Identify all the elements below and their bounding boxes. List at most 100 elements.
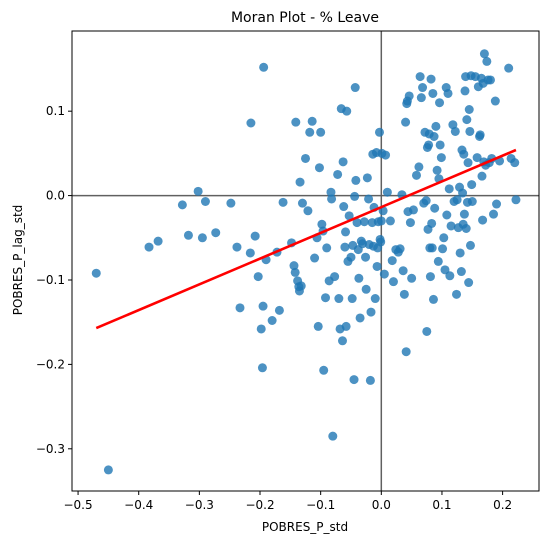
scatter-point [366, 307, 376, 317]
scatter-point [365, 375, 375, 385]
scatter-point [433, 256, 443, 266]
scatter-point [462, 115, 472, 125]
scatter-point [349, 375, 359, 385]
scatter-point [407, 273, 417, 283]
scatter-point [472, 153, 482, 163]
x-axis-label: POBRES_P_std [262, 520, 348, 534]
scatter-point [388, 277, 398, 287]
scatter-point [344, 211, 354, 221]
scatter-point [424, 140, 434, 150]
scatter-point [464, 104, 474, 114]
scatter-point [504, 63, 514, 73]
scatter-point [259, 62, 269, 72]
scatter-point [448, 120, 458, 130]
scatter-point [257, 363, 267, 373]
fit-layer [95, 148, 517, 330]
scatter-point [256, 324, 266, 334]
scatter-point [347, 294, 357, 304]
x-tick-label: 0.2 [493, 498, 512, 512]
scatter-point [430, 203, 440, 213]
scatter-point [250, 231, 260, 241]
scatter-point [376, 216, 386, 226]
y-tick-label: −0.2 [36, 357, 65, 371]
y-axis-label: POBRES_P_lag_std [11, 205, 25, 316]
scatter-point [359, 217, 369, 227]
scatter-point [267, 316, 277, 326]
scatter-point [460, 86, 470, 96]
scatter-point [334, 294, 344, 304]
scatter-point [322, 243, 332, 253]
x-tick-label: 0.1 [432, 498, 451, 512]
scatter-point [411, 170, 421, 180]
scatter-point [351, 175, 361, 185]
scatter-point [144, 242, 154, 252]
scatter-point [455, 248, 465, 258]
x-tick-label: −0.3 [185, 498, 214, 512]
scatter-point [246, 118, 256, 128]
scatter-point [510, 158, 520, 168]
scatter-point [211, 228, 221, 238]
scatter-point [333, 169, 343, 179]
x-tick-label: −0.2 [245, 498, 274, 512]
scatter-point [405, 218, 415, 228]
scatter-point [328, 431, 338, 441]
scatter-point [183, 230, 193, 240]
scatter-point [452, 195, 462, 205]
scatter-point [395, 244, 405, 254]
scatter-point [362, 173, 372, 183]
scatter-point [338, 157, 348, 167]
scatter-point [426, 74, 436, 84]
scatter-point [290, 267, 300, 277]
scatter-point [398, 266, 408, 276]
axes-layer: −0.5 −0.4 −0.3 −0.2 −0.1 0.0 0.1 0.2 −0.3 −0.2 −0.… [36, 30, 540, 512]
scatter-point [314, 163, 324, 173]
x-tick-label: −0.4 [124, 498, 153, 512]
scatter-point [340, 242, 350, 252]
scatter-point [489, 209, 499, 219]
scatter-point [381, 150, 391, 160]
scatter-point [232, 242, 242, 252]
scatter-point [358, 239, 368, 249]
scatter-point [428, 88, 438, 98]
scatter-point [485, 75, 495, 85]
scatter-point [153, 236, 163, 246]
scatter-point [341, 321, 351, 331]
scatter-point [415, 72, 425, 82]
regression-line [95, 148, 517, 330]
scatter-point [438, 244, 448, 254]
reference-lines [72, 31, 539, 491]
scatter-point [354, 273, 364, 283]
scatter-point [235, 303, 245, 313]
scatter-point [428, 294, 438, 304]
x-tick-label: −0.5 [63, 498, 92, 512]
scatter-point [443, 88, 453, 98]
scatter-point [177, 200, 187, 210]
scatter-point [91, 268, 101, 278]
scatter-point [399, 289, 409, 299]
scatter-point [321, 293, 331, 303]
scatter-point [352, 218, 362, 228]
scatter-point [429, 132, 439, 142]
scatter-point [295, 177, 305, 187]
scatter-point [319, 365, 329, 375]
scatter-point [456, 267, 466, 277]
scatter-point [464, 278, 474, 288]
scatter-point [200, 196, 210, 206]
scatter-point [355, 313, 365, 323]
scatter-point [361, 284, 371, 294]
scatter-point [465, 126, 475, 136]
chart-title: Moran Plot - % Leave [231, 10, 379, 26]
scatter-point [297, 198, 307, 208]
scatter-point [432, 165, 442, 175]
scatter-point [303, 206, 313, 216]
scatter-point [327, 194, 337, 204]
scatter-point [361, 252, 371, 262]
scatter-point [482, 56, 492, 66]
y-tick-label: −0.1 [36, 273, 65, 287]
scatter-point [425, 272, 435, 282]
scatter-point [339, 202, 349, 212]
scatter-point [458, 188, 468, 198]
scatter-point [379, 269, 389, 279]
y-tick-label: −0.3 [36, 442, 65, 456]
